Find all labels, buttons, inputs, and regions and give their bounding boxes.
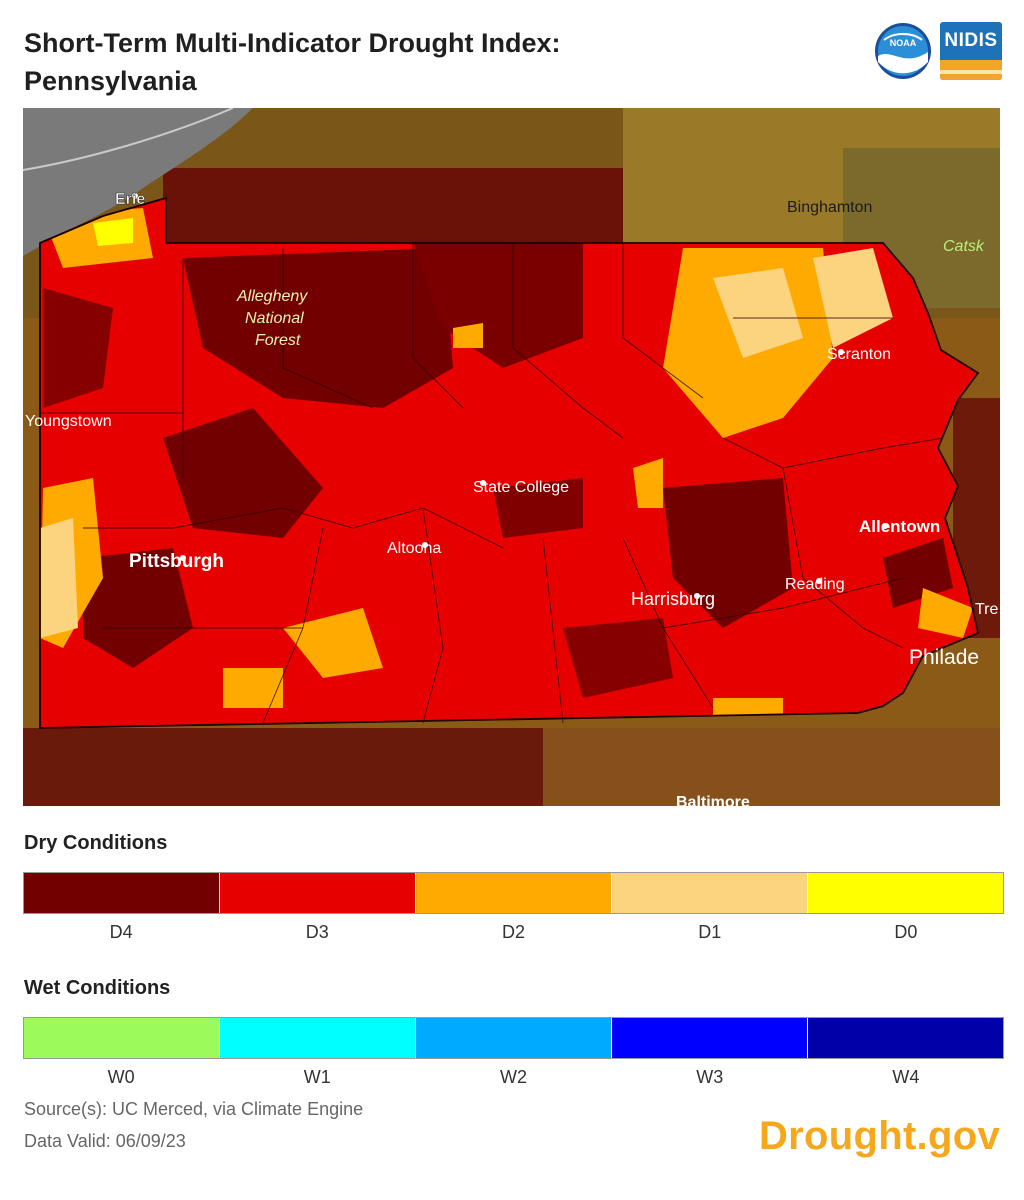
nidis-logo: NIDIS	[940, 22, 1002, 80]
dry-label-d2: D2	[502, 922, 526, 942]
label-allegheny-line3: Forest	[255, 332, 301, 349]
dry-swatch-d2	[416, 873, 612, 913]
wet-legend-bar	[23, 1017, 1004, 1059]
pennsylvania-outline	[39, 196, 980, 729]
wet-swatch-w4	[808, 1018, 1003, 1058]
county-lines	[40, 243, 944, 724]
label-trenton: Tre	[975, 601, 999, 618]
label-baltimore: Baltimore	[676, 794, 750, 806]
label-allentown: Allentown	[859, 517, 940, 536]
data-valid-text: Data Valid: 06/09/23	[24, 1131, 186, 1151]
nidis-logo-text: NIDIS	[944, 30, 998, 51]
title-line-2: Pennsylvania	[24, 66, 197, 96]
logo-group: NOAA NIDIS	[874, 22, 1002, 80]
label-erie: Erie	[115, 191, 145, 208]
source-text: Source(s): UC Merced, via Climate Engine	[24, 1099, 364, 1119]
wet-conditions-heading: Wet Conditions	[24, 977, 171, 999]
wet-label-w2: W2	[500, 1067, 527, 1087]
label-scranton: Scranton	[827, 346, 891, 363]
dry-label-d4: D4	[109, 922, 133, 942]
wet-label-w1: W1	[303, 1067, 331, 1087]
pennsylvania-drought-area	[40, 198, 978, 728]
label-pittsburgh: Pittsburgh	[129, 551, 224, 572]
label-philadelphia: Philade	[909, 646, 979, 669]
dry-swatch-d1	[612, 873, 808, 913]
dry-label-d3: D3	[305, 922, 329, 942]
label-youngstown: Youngstown	[25, 413, 112, 430]
drought-gov-brand[interactable]: Drought.gov	[758, 1114, 1000, 1158]
noaa-logo: NOAA	[875, 23, 931, 79]
wet-label-w3: W3	[696, 1067, 724, 1087]
map-labels: Erie Binghamton Catsk Allegheny National…	[25, 191, 999, 806]
wet-label-w0: W0	[107, 1067, 135, 1087]
title-line-1: Short-Term Multi-Indicator Drought Index…	[24, 28, 561, 58]
drought-map[interactable]: Erie Binghamton Catsk Allegheny National…	[23, 108, 1000, 806]
wet-legend-labels: W0 W1 W2 W3 W4	[23, 1067, 1004, 1088]
wet-swatch-w0	[24, 1018, 220, 1058]
lake-erie	[23, 108, 253, 256]
label-altoona: Altoona	[387, 540, 441, 557]
label-state-college: State College	[473, 479, 569, 496]
dry-label-d0: D0	[894, 922, 918, 942]
dry-conditions-heading: Dry Conditions	[24, 832, 168, 854]
label-harrisburg: Harrisburg	[631, 589, 715, 609]
wet-swatch-w3	[612, 1018, 808, 1058]
dry-label-d1: D1	[698, 922, 722, 942]
dry-legend-labels: D4 D3 D2 D1 D0	[23, 922, 1004, 943]
wet-swatch-w2	[416, 1018, 612, 1058]
dry-legend-bar	[23, 872, 1004, 914]
dry-swatch-d4	[24, 873, 220, 913]
dry-swatch-d3	[220, 873, 416, 913]
noaa-logo-text: NOAA	[890, 38, 917, 48]
page-title: Short-Term Multi-Indicator Drought Index…	[24, 24, 784, 100]
label-binghamton: Binghamton	[787, 199, 872, 216]
label-allegheny-line2: National	[245, 310, 304, 327]
dry-swatch-d0	[808, 873, 1003, 913]
wet-label-w4: W4	[892, 1067, 920, 1087]
label-allegheny-line1: Allegheny	[236, 288, 308, 305]
label-reading: Reading	[785, 576, 845, 593]
wet-swatch-w1	[220, 1018, 416, 1058]
label-catskills: Catsk	[943, 238, 985, 255]
drought-map-canvas: Erie Binghamton Catsk Allegheny National…	[23, 108, 1000, 806]
